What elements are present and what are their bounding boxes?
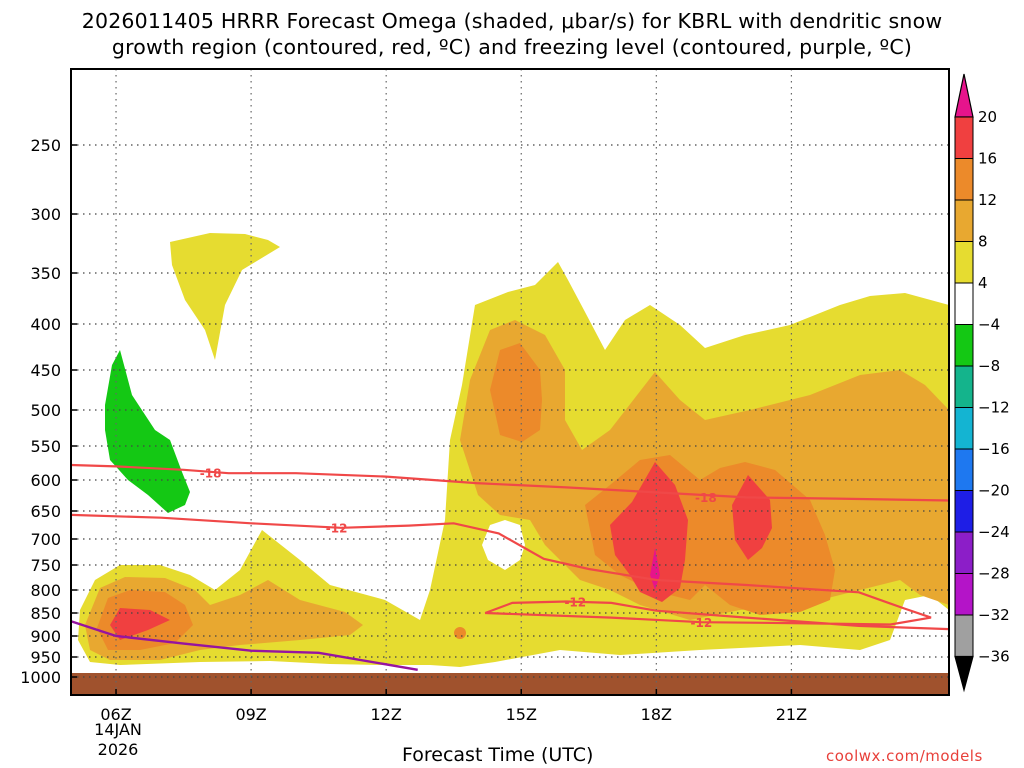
colorbar-label-1: 16 <box>978 150 997 168</box>
colorbar-label-12: −32 <box>978 606 1010 624</box>
y-tick-label-650: 650 <box>30 502 61 521</box>
x-tick-label-15Z: 15Z <box>506 705 537 724</box>
contour-label-minus12-c: -12 <box>691 616 713 630</box>
colorbar-label-5: −4 <box>978 316 1000 334</box>
title-line-1: 2026011405 HRRR Forecast Omega (shaded, … <box>81 9 943 33</box>
contour-label-minus12-b: -12 <box>564 595 586 609</box>
contour-freezing-level <box>71 620 418 671</box>
colorbar-segment-5 <box>954 282 974 325</box>
colorbar-segment-3 <box>954 199 974 242</box>
date-label-year: 2026 <box>98 740 139 759</box>
title-line-2: growth region (contoured, red, ºC) and f… <box>111 35 913 59</box>
contour-dendritic-12-upper <box>71 513 949 631</box>
omega-16-20-core <box>610 462 688 602</box>
y-tick-label-750: 750 <box>30 556 61 575</box>
x-tick-label-18Z: 18Z <box>641 705 672 724</box>
colorbar-segment-8 <box>954 407 974 450</box>
contour-label-minus18-b: -18 <box>695 491 717 505</box>
colorbar-segment-4 <box>954 241 974 284</box>
y-tick-label-950: 950 <box>30 648 61 667</box>
colorbar-label-10: −24 <box>978 523 1010 541</box>
colorbar-segment-11 <box>954 531 974 574</box>
colorbar-segment-12 <box>954 573 974 616</box>
y-tick-label-600: 600 <box>30 471 61 490</box>
y-tick-label-400: 400 <box>30 315 61 334</box>
contour-label-minus18-a: -18 <box>200 467 222 481</box>
x-tick-label-21Z: 21Z <box>776 705 807 724</box>
omega-small-cell <box>454 627 466 639</box>
colorbar-label-6: −8 <box>978 357 1000 375</box>
y-tick-label-300: 300 <box>30 205 61 224</box>
colorbar-label-9: −20 <box>978 482 1010 500</box>
y-tick-label-900: 900 <box>30 627 61 646</box>
y-tick-label-350: 350 <box>30 264 61 283</box>
chart-title: 2026011405 HRRR Forecast Omega (shaded, … <box>0 8 1024 60</box>
colorbar-label-7: −12 <box>978 399 1010 417</box>
colorbar-label-4: 4 <box>978 274 988 292</box>
colorbar-label-0: 20 <box>978 108 997 126</box>
omega-shading <box>71 233 949 695</box>
site-credit[interactable]: coolwx.com/models <box>826 747 983 765</box>
colorbar-segment-1 <box>954 116 974 159</box>
y-tick-label-250: 250 <box>30 136 61 155</box>
colorbar-label-11: −28 <box>978 565 1010 583</box>
contour-layer: -18 -18 -12 -12 -12 <box>71 463 949 671</box>
y-tick-label-800: 800 <box>30 581 61 600</box>
colorbar-label-2: 12 <box>978 191 997 209</box>
colorbar-segment-7 <box>954 365 974 408</box>
omega-4-8-upper-blob <box>170 233 280 360</box>
y-tick-label-700: 700 <box>30 530 61 549</box>
colorbar-label-3: 8 <box>978 233 988 251</box>
y-tick-label-550: 550 <box>30 437 61 456</box>
ground-bar <box>71 673 949 695</box>
colorbar-top-arrow <box>954 73 974 118</box>
contour-dendritic-18 <box>71 463 949 502</box>
colorbar-label-8: −16 <box>978 440 1010 458</box>
y-tick-label-850: 850 <box>30 604 61 623</box>
x-axis-title: Forecast Time (UTC) <box>402 744 594 766</box>
y-axis: 250 300 350 400 450 500 550 600 650 700 750 800 850 9… <box>20 136 77 687</box>
omega-12-16-region <box>490 343 542 442</box>
y-tick-label-1000: 1000 <box>20 668 61 687</box>
y-tick-label-450: 450 <box>30 361 61 380</box>
omega-16-20-low-left <box>110 608 170 640</box>
date-label-day: 14JAN <box>94 720 142 739</box>
colorbar-segment-13 <box>954 614 974 657</box>
x-tick-label-12Z: 12Z <box>371 705 402 724</box>
plot-frame <box>70 68 950 696</box>
colorbar-segment-9 <box>954 448 974 491</box>
omega-negative-green <box>105 350 190 513</box>
colorbar: 20 16 12 8 4 −4 −8 −12 −16 −20 −24 −28 −32 −36 <box>954 73 1010 693</box>
x-tick-label-06Z: 06Z <box>100 705 131 724</box>
x-tick-label-09Z: 09Z <box>235 705 266 724</box>
colorbar-segment-6 <box>954 324 974 367</box>
x-axis: 06Z 09Z 12Z 15Z 18Z 21Z <box>100 689 807 724</box>
colorbar-segment-2 <box>954 158 974 201</box>
colorbar-bottom-arrow <box>954 655 974 693</box>
colorbar-label-13: −36 <box>978 648 1010 666</box>
colorbar-segment-10 <box>954 490 974 533</box>
contour-label-minus12-a: -12 <box>326 521 348 535</box>
y-tick-label-500: 500 <box>30 401 61 420</box>
